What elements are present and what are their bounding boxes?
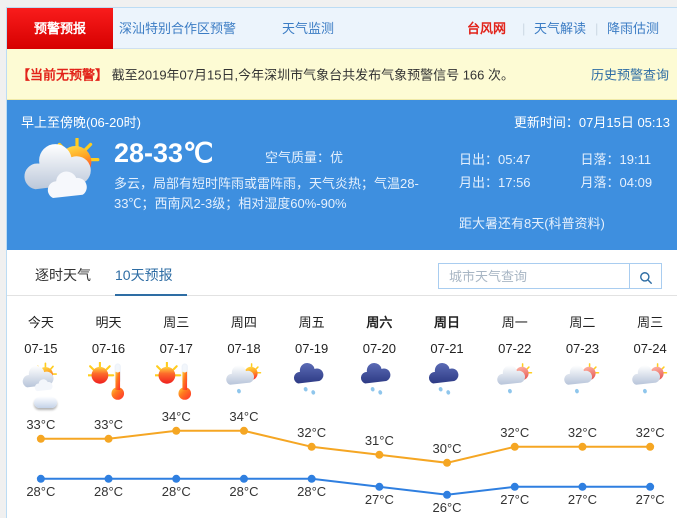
svg-text:30°C: 30°C (433, 441, 462, 456)
svg-text:32°C: 32°C (297, 425, 326, 440)
svg-text:34°C: 34°C (162, 409, 191, 424)
svg-text:32°C: 32°C (636, 425, 665, 440)
svg-text:33°C: 33°C (94, 417, 123, 432)
svg-text:28°C: 28°C (162, 484, 191, 499)
svg-text:27°C: 27°C (636, 492, 665, 507)
svg-text:28°C: 28°C (229, 484, 258, 499)
svg-text:28°C: 28°C (26, 484, 55, 499)
svg-text:31°C: 31°C (365, 433, 394, 448)
svg-text:27°C: 27°C (568, 492, 597, 507)
svg-text:26°C: 26°C (433, 500, 462, 515)
svg-text:27°C: 27°C (365, 492, 394, 507)
svg-text:32°C: 32°C (500, 425, 529, 440)
svg-text:28°C: 28°C (94, 484, 123, 499)
svg-text:27°C: 27°C (500, 492, 529, 507)
svg-text:28°C: 28°C (297, 484, 326, 499)
svg-text:33°C: 33°C (26, 417, 55, 432)
svg-text:34°C: 34°C (229, 409, 258, 424)
svg-text:32°C: 32°C (568, 425, 597, 440)
